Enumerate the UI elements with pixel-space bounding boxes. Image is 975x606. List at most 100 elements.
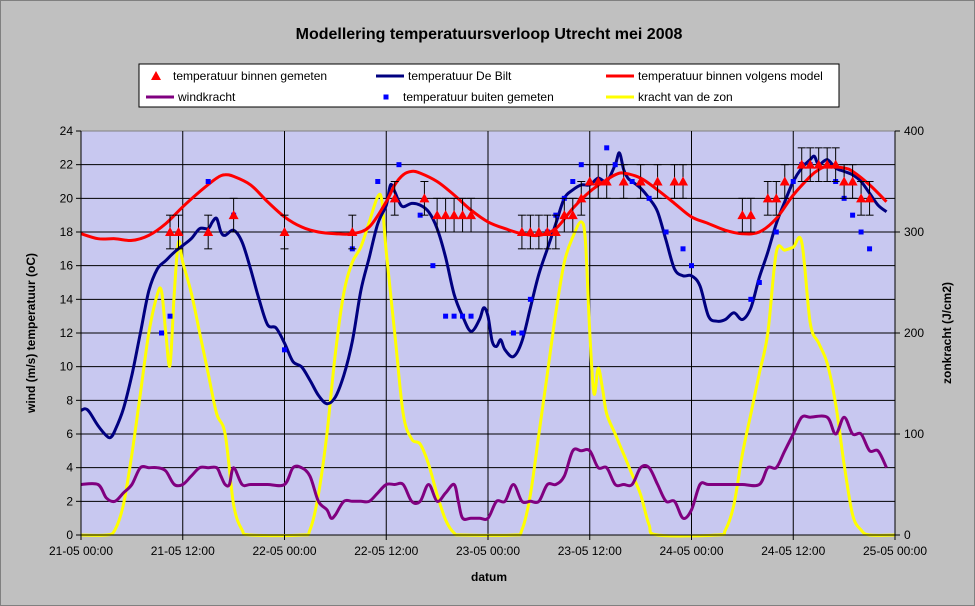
- tick-label-y-left: 20: [60, 191, 74, 205]
- point-triangle: [228, 210, 239, 220]
- point-triangle: [762, 193, 773, 203]
- point-triangle: [165, 227, 176, 236]
- point-triangle: [533, 227, 544, 236]
- line-temperatuur-de-bilt: [80, 151, 888, 440]
- point-triangle: [466, 210, 477, 220]
- point-triangle: [839, 176, 850, 186]
- point-square: [282, 347, 287, 353]
- point-triangle: [813, 159, 824, 169]
- x-axis-label: datum: [471, 570, 507, 584]
- tick-label-y-left: 16: [60, 259, 74, 273]
- tick-label-y-right: 100: [904, 427, 924, 441]
- point-square: [167, 313, 173, 319]
- point-square: [612, 162, 618, 168]
- legend-box: [138, 63, 840, 108]
- tick-label-y-left: 22: [60, 158, 74, 172]
- point-triangle: [779, 176, 790, 186]
- point-triangle: [822, 159, 833, 169]
- legend-swatch-triangle: [151, 71, 161, 80]
- point-triangle: [593, 176, 604, 186]
- point-triangle: [796, 159, 807, 169]
- legend: temperatuur binnen gemeten temperatuur De…: [138, 63, 840, 108]
- tick-label-x: 24-05 12:00: [761, 544, 825, 558]
- series-temperatuur-binnen-volgens-model: [80, 164, 888, 243]
- tick-label-y-left: 8: [66, 393, 73, 407]
- line-temperatuur-binnen-volgens-model: [80, 164, 888, 243]
- legend-entry-temperatuur-de-bilt: temperatuur De Bilt: [376, 69, 512, 83]
- point-square: [510, 330, 516, 336]
- point-triangle: [669, 176, 680, 186]
- legend-label: temperatuur binnen volgens model: [638, 69, 823, 83]
- point-triangle: [737, 210, 748, 220]
- point-square: [396, 162, 402, 168]
- point-triangle: [419, 193, 430, 203]
- point-triangle: [678, 176, 689, 186]
- point-square: [850, 212, 856, 218]
- legend-label: temperatuur buiten gemeten: [403, 90, 554, 104]
- legend-entry-temperatuur-binnen-gemeten: temperatuur binnen gemeten: [151, 69, 327, 83]
- tick-label-y-right: 300: [904, 225, 924, 239]
- point-triangle: [864, 193, 875, 203]
- tick-label-y-left: 4: [66, 461, 73, 475]
- point-triangle: [584, 176, 595, 186]
- tick-label-y-right: 200: [904, 326, 924, 340]
- point-square: [159, 330, 165, 336]
- point-triangle: [856, 193, 867, 203]
- point-square: [519, 330, 525, 336]
- tick-label-y-left: 6: [66, 427, 73, 441]
- tick-label-y-left: 14: [60, 292, 74, 306]
- legend-label: temperatuur De Bilt: [408, 69, 512, 83]
- tick-label-y-left: 18: [60, 225, 74, 239]
- line-windkracht: [80, 414, 888, 521]
- point-square: [205, 179, 211, 184]
- point-square: [867, 246, 873, 252]
- point-square: [790, 179, 796, 184]
- chart-title: Modellering temperatuursverloop Utrecht …: [296, 26, 683, 43]
- tick-label-y-left: 24: [60, 124, 74, 138]
- point-square: [468, 313, 474, 319]
- point-triangle: [805, 159, 816, 169]
- legend-entry-temperatuur-buiten-gemeten: temperatuur buiten gemeten: [383, 90, 554, 104]
- tick-label-x: 25-05 00:00: [863, 544, 927, 558]
- point-square: [460, 313, 466, 319]
- point-triangle: [440, 210, 451, 220]
- tick-label-x: 23-05 00:00: [456, 544, 520, 558]
- legend-entry-kracht-van-de-zon: kracht van de zon: [606, 90, 733, 104]
- gridlines: [81, 131, 895, 535]
- point-triangle: [652, 176, 663, 186]
- point-triangle: [347, 227, 358, 236]
- point-square: [417, 212, 423, 218]
- point-triangle: [279, 227, 290, 236]
- point-triangle: [542, 227, 553, 236]
- legend-swatch-square: [383, 94, 389, 100]
- point-square: [578, 162, 584, 168]
- point-square: [689, 263, 694, 269]
- legend-label: kracht van de zon: [638, 90, 733, 104]
- tick-label-x: 24-05 00:00: [659, 544, 723, 558]
- point-triangle: [457, 210, 468, 220]
- tick-label-x: 21-05 12:00: [151, 544, 215, 558]
- point-triangle: [745, 210, 756, 220]
- point-square: [604, 145, 610, 151]
- point-square: [430, 263, 436, 269]
- point-triangle: [576, 193, 587, 203]
- point-triangle: [847, 176, 858, 186]
- point-triangle: [618, 176, 629, 186]
- tick-label-y-left: 0: [66, 528, 73, 542]
- series-temperatuur-de-bilt: [80, 151, 888, 440]
- point-triangle: [449, 210, 460, 220]
- tick-label-y-left: 10: [60, 360, 74, 374]
- tick-label-y-right: 400: [904, 124, 924, 138]
- point-triangle: [601, 176, 612, 186]
- tick-label-x: 22-05 00:00: [252, 544, 316, 558]
- point-square: [527, 296, 533, 302]
- tick-label-y-right: 0: [904, 528, 911, 542]
- point-square: [646, 195, 652, 201]
- point-triangle: [771, 193, 782, 203]
- point-triangle: [173, 227, 184, 236]
- point-triangle: [525, 227, 536, 236]
- point-triangle: [567, 210, 578, 220]
- legend-entry-windkracht: windkracht: [146, 90, 236, 104]
